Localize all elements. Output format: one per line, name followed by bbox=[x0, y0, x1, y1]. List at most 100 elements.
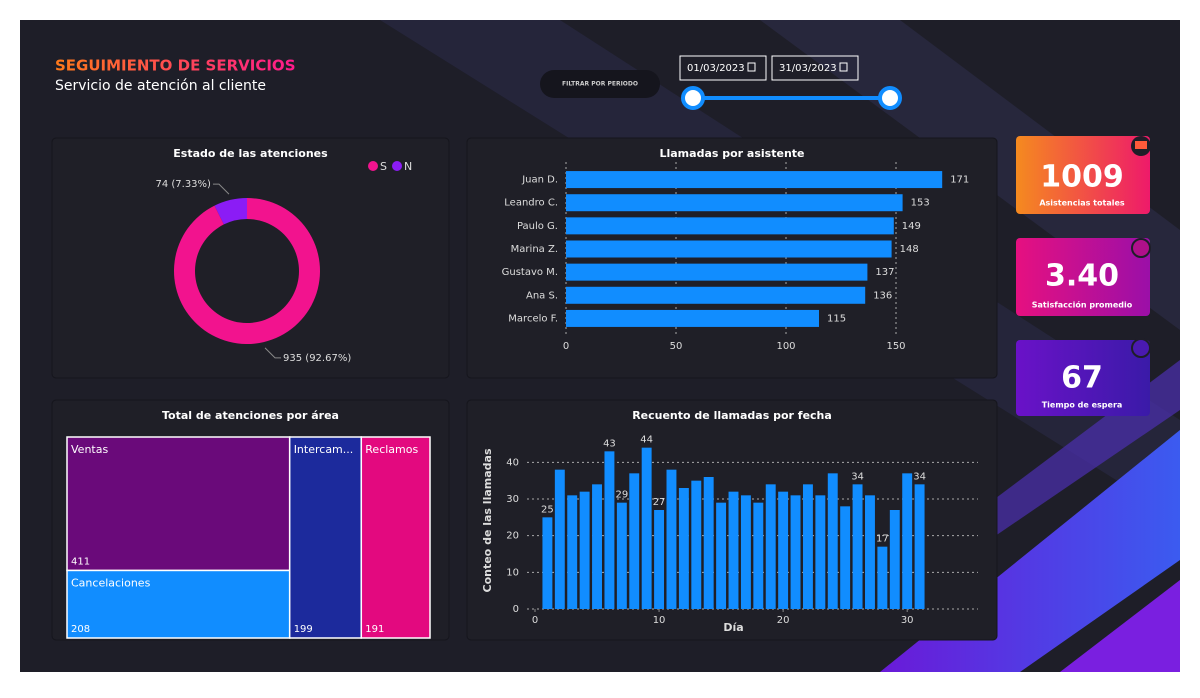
y-tick-label: Marina Z. bbox=[511, 244, 558, 255]
bar bbox=[703, 477, 714, 609]
data-label: 153 bbox=[911, 198, 930, 209]
bar bbox=[566, 171, 943, 189]
tile-label: Reclamos bbox=[365, 443, 418, 456]
bar bbox=[566, 263, 868, 281]
bar bbox=[566, 240, 892, 258]
bar bbox=[728, 491, 739, 609]
kpi-label: Asistencias totales bbox=[1039, 199, 1125, 208]
data-label: 148 bbox=[900, 244, 919, 255]
tile-value: 199 bbox=[294, 624, 313, 635]
treemap-tile bbox=[66, 436, 291, 572]
y-tick-label: 40 bbox=[506, 457, 519, 468]
data-label: 935 (92.67%) bbox=[283, 353, 351, 364]
treemap-tile bbox=[360, 436, 431, 639]
bar bbox=[914, 484, 925, 609]
date-end-text: 31/03/2023 bbox=[779, 63, 837, 74]
chart-title: Total de atenciones por área bbox=[162, 409, 339, 422]
kpi-icon bbox=[1131, 338, 1151, 358]
kpi-value: 3.40 bbox=[1045, 259, 1119, 294]
bar bbox=[790, 495, 801, 609]
kpi-icon bbox=[1131, 238, 1151, 258]
calendar-icon bbox=[839, 62, 848, 72]
tile-label: Cancelaciones bbox=[71, 576, 151, 589]
kpi-card bbox=[1016, 238, 1150, 316]
bar bbox=[877, 546, 888, 609]
chart-title: Recuento de llamadas por fecha bbox=[632, 409, 832, 422]
y-tick-label: Ana S. bbox=[526, 290, 558, 301]
bar bbox=[566, 194, 903, 212]
data-label: 171 bbox=[950, 175, 969, 186]
data-label: 136 bbox=[873, 290, 892, 301]
bar bbox=[802, 484, 813, 609]
x-tick-label: 100 bbox=[776, 341, 795, 352]
date-start[interactable] bbox=[679, 55, 767, 81]
tile-value: 411 bbox=[71, 556, 90, 567]
legend-marker bbox=[392, 161, 402, 171]
data-label: 137 bbox=[875, 267, 894, 278]
y-tick-label: Marcelo F. bbox=[508, 313, 558, 324]
bar bbox=[740, 495, 751, 609]
bar bbox=[566, 217, 894, 235]
filter-button[interactable] bbox=[540, 70, 660, 98]
leader-line bbox=[264, 347, 282, 359]
chart-title: Estado de las atenciones bbox=[173, 147, 328, 160]
legend-marker bbox=[368, 161, 378, 171]
bar bbox=[567, 495, 578, 609]
data-label: 29 bbox=[615, 490, 628, 501]
data-label: 34 bbox=[851, 471, 864, 482]
tile-value: 191 bbox=[365, 624, 384, 635]
bar bbox=[592, 484, 602, 609]
chart-title: Llamadas por asistente bbox=[659, 147, 804, 160]
y-tick-label: 20 bbox=[506, 531, 519, 542]
x-axis-title: Día bbox=[723, 621, 743, 634]
data-label: 115 bbox=[827, 313, 846, 324]
data-label: 74 (7.33%) bbox=[155, 179, 211, 190]
x-tick-label: 150 bbox=[886, 341, 905, 352]
kpi-card bbox=[1016, 340, 1150, 416]
data-label: 27 bbox=[653, 497, 666, 508]
bar bbox=[889, 510, 900, 609]
y-axis-title: Conteo de las llamadas bbox=[481, 448, 494, 592]
bar bbox=[678, 488, 689, 609]
decoration bbox=[1060, 580, 1180, 672]
y-tick-label: 10 bbox=[506, 567, 519, 578]
page-title: SEGUIMIENTO DE SERVICIOS bbox=[55, 57, 296, 75]
bar bbox=[604, 451, 615, 609]
kpi-label: Satisfacción promedio bbox=[1032, 300, 1133, 310]
bar bbox=[716, 502, 727, 609]
page-subtitle: Servicio de atención al cliente bbox=[55, 78, 266, 94]
x-tick-label: 50 bbox=[670, 341, 683, 352]
kpi-icon bbox=[1135, 141, 1147, 149]
leader-line bbox=[212, 183, 230, 195]
bar bbox=[815, 495, 826, 609]
slider-handle[interactable] bbox=[878, 86, 902, 110]
y-tick-label: Juan D. bbox=[521, 175, 558, 186]
donut-slice bbox=[214, 198, 247, 225]
data-label: 44 bbox=[640, 435, 653, 446]
bar bbox=[579, 491, 590, 609]
x-tick-label: 20 bbox=[777, 615, 790, 626]
data-label: 43 bbox=[603, 438, 616, 449]
data-label: 17 bbox=[876, 534, 889, 545]
bar bbox=[566, 309, 819, 327]
bar bbox=[902, 473, 913, 609]
bar bbox=[629, 473, 640, 609]
bar bbox=[641, 447, 652, 609]
treemap-tile bbox=[288, 436, 363, 639]
kpi-value: 1009 bbox=[1040, 160, 1124, 195]
data-label: 25 bbox=[541, 504, 554, 515]
date-end[interactable] bbox=[771, 55, 859, 81]
bar bbox=[566, 286, 866, 304]
bar bbox=[852, 484, 863, 609]
bar bbox=[865, 495, 875, 609]
kpi-card bbox=[1016, 136, 1150, 214]
data-label: 34 bbox=[913, 471, 926, 482]
bar bbox=[542, 517, 553, 609]
bar bbox=[765, 484, 776, 609]
slider-handle[interactable] bbox=[681, 86, 705, 110]
bar bbox=[654, 510, 665, 609]
x-tick-label: 10 bbox=[653, 615, 666, 626]
filter-label: FILTRAR POR PERIODO bbox=[562, 81, 638, 88]
legend-label: N bbox=[404, 160, 412, 173]
